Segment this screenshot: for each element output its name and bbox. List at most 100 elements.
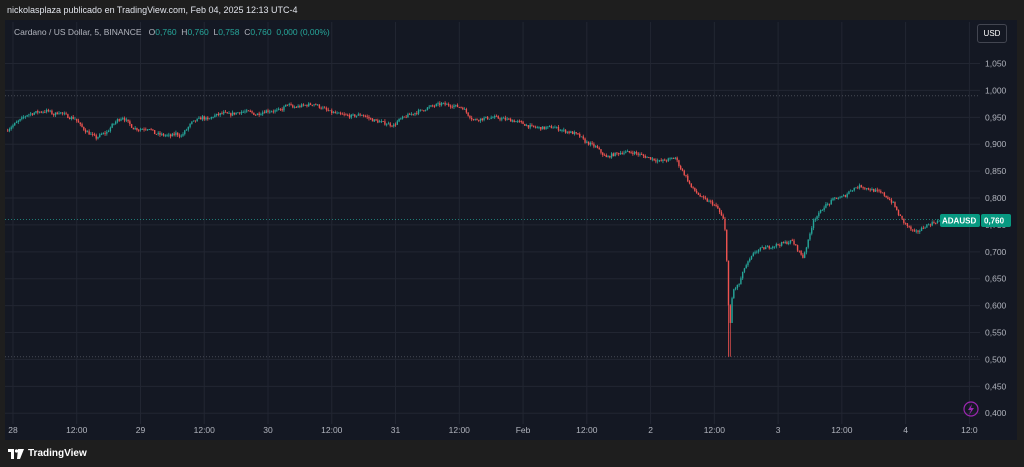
candle-down bbox=[727, 260, 730, 306]
candle-down bbox=[152, 129, 154, 131]
candle-up bbox=[772, 246, 774, 249]
y-tick-label: 0,400 bbox=[985, 408, 1007, 418]
high-label: H bbox=[181, 27, 188, 37]
candle-up bbox=[329, 110, 331, 112]
candle-up bbox=[809, 233, 811, 240]
candle-down bbox=[162, 133, 165, 136]
candle-down bbox=[200, 117, 202, 120]
candle-up bbox=[749, 258, 751, 262]
candle-down bbox=[653, 158, 655, 161]
candle-down bbox=[687, 175, 689, 182]
candle-up bbox=[430, 105, 432, 107]
candle-down bbox=[389, 123, 391, 126]
tradingview-logo[interactable]: TradingView bbox=[8, 448, 87, 459]
low-label: L bbox=[213, 27, 219, 37]
candle-up bbox=[506, 118, 508, 120]
candle-up bbox=[398, 118, 400, 122]
candle-down bbox=[906, 223, 909, 227]
candle-up bbox=[625, 151, 627, 153]
candle-up bbox=[164, 135, 166, 137]
candle-down bbox=[267, 110, 269, 112]
candle-down bbox=[779, 245, 781, 246]
candle-up bbox=[185, 129, 188, 131]
candle-up bbox=[60, 112, 62, 114]
lightning-icon[interactable] bbox=[963, 401, 979, 417]
candle-up bbox=[442, 102, 445, 104]
candle-up bbox=[743, 268, 746, 272]
candle-up bbox=[570, 131, 572, 133]
candle-down bbox=[786, 241, 788, 244]
candle-down bbox=[582, 136, 584, 139]
candle-down bbox=[718, 208, 721, 213]
candle-down bbox=[290, 104, 292, 106]
candle-down bbox=[793, 240, 795, 245]
candle-up bbox=[936, 220, 939, 224]
x-tick-label: 12:00 bbox=[449, 425, 471, 435]
candle-down bbox=[403, 116, 406, 118]
candle-down bbox=[621, 153, 623, 154]
candle-down bbox=[51, 110, 53, 115]
candle-up bbox=[536, 127, 538, 129]
currency-button[interactable]: USD bbox=[977, 24, 1007, 43]
candle-up bbox=[807, 239, 809, 248]
candle-down bbox=[896, 207, 898, 211]
candle-up bbox=[393, 124, 395, 127]
x-tick-label: 12:00 bbox=[576, 425, 598, 435]
candle-up bbox=[134, 128, 136, 130]
x-tick-label: Feb bbox=[516, 425, 531, 435]
chart-panel[interactable]: 1,0501,0000,9500,9000,8500,8000,7500,700… bbox=[5, 20, 1017, 440]
candle-down bbox=[518, 120, 521, 122]
candle-down bbox=[145, 129, 147, 131]
candle-down bbox=[423, 110, 425, 112]
price-axis[interactable]: 1,0501,0000,9500,9000,8500,8000,7500,700… bbox=[985, 59, 1007, 419]
candle-up bbox=[15, 122, 18, 124]
candle-up bbox=[474, 119, 476, 120]
candle-down bbox=[409, 113, 411, 115]
candle-down bbox=[704, 197, 707, 199]
candle-up bbox=[834, 197, 836, 199]
candle-up bbox=[757, 249, 760, 252]
candle-up bbox=[803, 252, 806, 258]
candle-down bbox=[444, 102, 446, 105]
candle-down bbox=[368, 116, 370, 119]
candle-up bbox=[538, 126, 540, 128]
candle-up bbox=[237, 112, 239, 114]
candle-up bbox=[738, 284, 740, 286]
candle-up bbox=[63, 113, 66, 115]
candle-up bbox=[58, 113, 60, 115]
candle-up bbox=[839, 197, 841, 199]
candle-up bbox=[201, 116, 204, 120]
candle-down bbox=[587, 141, 590, 145]
candle-down bbox=[136, 128, 138, 130]
candle-down bbox=[343, 114, 345, 116]
candle-up bbox=[283, 106, 285, 111]
candle-down bbox=[348, 115, 351, 118]
candle-up bbox=[148, 129, 151, 130]
candle-up bbox=[924, 227, 926, 229]
candle-down bbox=[577, 133, 579, 135]
candle-up bbox=[54, 112, 57, 116]
candle-up bbox=[483, 117, 485, 121]
time-axis[interactable]: 28 12:00 29 12:00 30 12:00 31 12:00 Feb 12:00 2 12:… bbox=[8, 425, 978, 435]
candle-down bbox=[678, 160, 680, 167]
candle-down bbox=[362, 115, 365, 117]
candle-up bbox=[619, 153, 622, 155]
price-chart[interactable]: 1,0501,0000,9500,9000,8500,8000,7500,700… bbox=[5, 20, 1017, 440]
candle-down bbox=[77, 120, 80, 123]
candle-up bbox=[192, 120, 195, 122]
candle-down bbox=[692, 187, 694, 188]
candle-down bbox=[470, 117, 473, 120]
candle-down bbox=[433, 105, 436, 107]
candle-up bbox=[639, 154, 641, 155]
candle-up bbox=[419, 109, 422, 111]
candle-up bbox=[633, 152, 636, 154]
candle-up bbox=[734, 288, 737, 290]
candle-up bbox=[407, 113, 409, 118]
candle-up bbox=[260, 114, 262, 116]
candle-up bbox=[927, 224, 930, 226]
candle-up bbox=[823, 207, 825, 211]
x-tick-label: 28 bbox=[8, 425, 18, 435]
candle-up bbox=[485, 116, 487, 118]
candle-up bbox=[674, 157, 677, 159]
candle-down bbox=[47, 109, 50, 111]
